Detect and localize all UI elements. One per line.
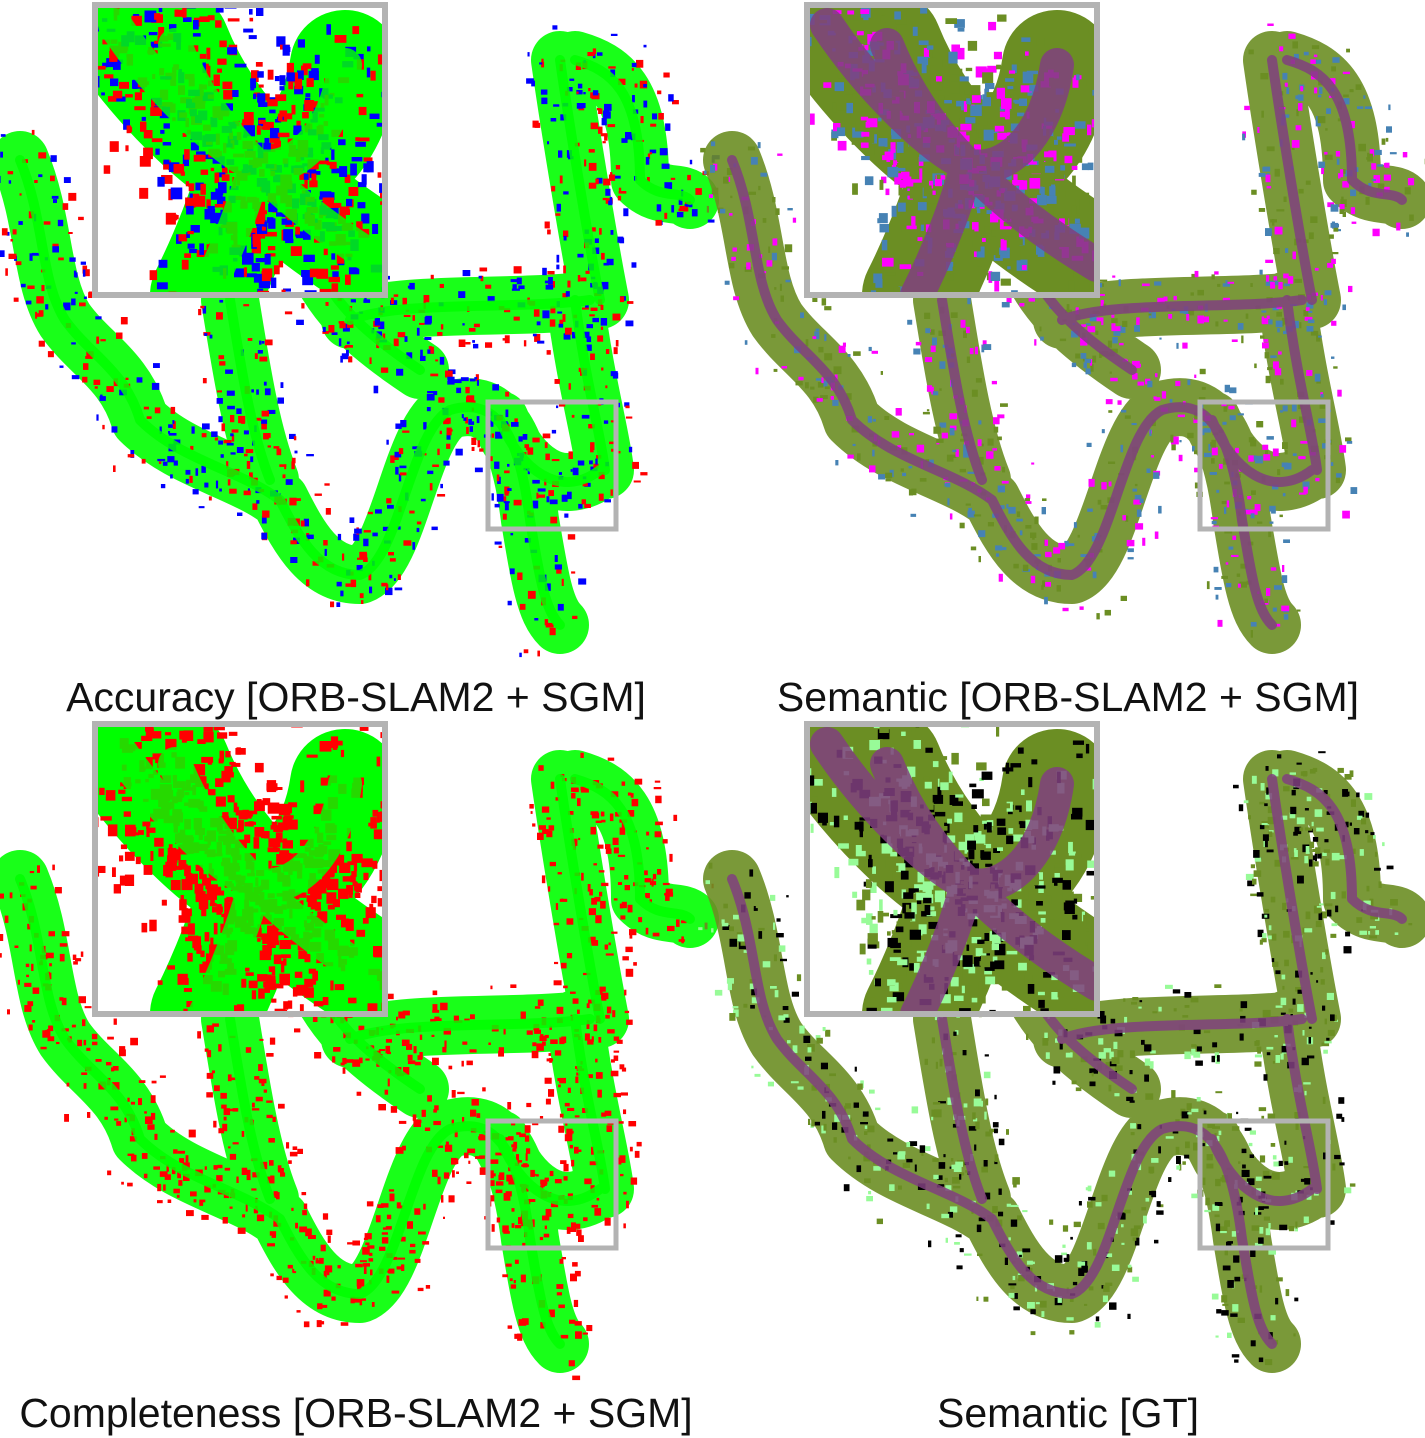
semantic-caption: Semantic [ORB-SLAM2 + SGM] [776, 674, 1360, 720]
semantic-map [700, 2, 1425, 654]
semantic-gt-caption: Semantic [GT] [936, 1390, 1199, 1436]
completeness-caption: Completeness [ORB-SLAM2 + SGM] [19, 1390, 693, 1436]
semantic-gt-map [698, 721, 1425, 1373]
zoom-road [810, 727, 1097, 1014]
zoom-inset [804, 721, 1100, 1017]
zoom-inset-frame [92, 721, 388, 1017]
zoom-region-box [485, 1118, 619, 1251]
accuracy-caption: Accuracy [ORB-SLAM2 + SGM] [66, 674, 646, 720]
zoom-road [810, 8, 1097, 295]
accuracy-map [0, 2, 720, 658]
zoom-region-box [1197, 399, 1331, 532]
zoom-inset-frame [804, 2, 1100, 298]
zoom-inset-frame [804, 721, 1100, 1017]
zoom-region-box [485, 399, 619, 532]
zoom-road [98, 8, 385, 295]
zoom-road [98, 727, 385, 1014]
completeness-map [0, 721, 719, 1381]
zoom-inset [92, 2, 388, 298]
zoom-inset-frame [92, 2, 388, 298]
zoom-inset [804, 2, 1100, 298]
zoom-inset [92, 721, 388, 1017]
zoom-region-box [1197, 1118, 1331, 1251]
